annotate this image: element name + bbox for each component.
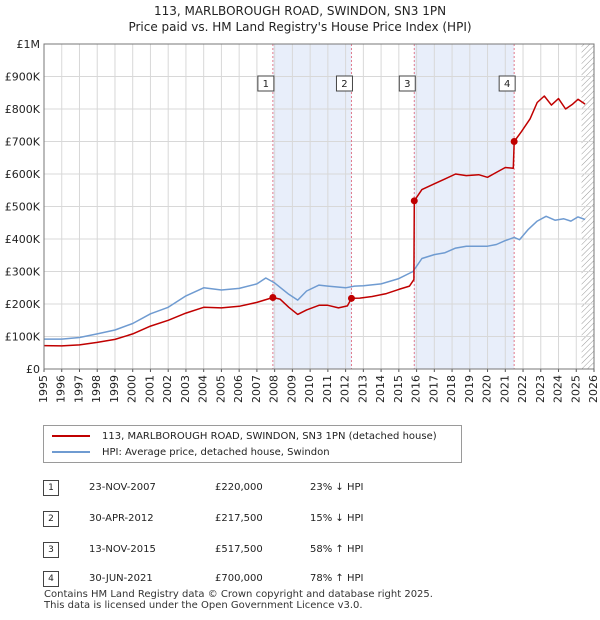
x-tick-label: 1999 (108, 375, 121, 403)
x-tick-label: 2017 (427, 375, 440, 403)
transaction-date: 13-NOV-2015 (89, 544, 156, 555)
annotation-label: 3 (404, 79, 410, 90)
transaction-date: 30-APR-2012 (89, 513, 154, 524)
x-tick-label: 1995 (37, 375, 50, 403)
sale-marker (347, 294, 355, 302)
legend-item-hpi: HPI: Average price, detached house, Swin… (52, 445, 330, 459)
annotation-label: 4 (504, 79, 510, 90)
series-line (43, 95, 586, 347)
x-tick-label: 2002 (161, 375, 174, 403)
x-tick-label: 1997 (72, 375, 85, 403)
x-tick-label: 1996 (55, 375, 68, 403)
y-tick-label: £900K (5, 71, 41, 84)
sale-marker (269, 294, 277, 301)
x-tick-label: 1998 (90, 375, 103, 403)
y-tick-label: £200K (5, 298, 41, 311)
plot-border (43, 43, 595, 370)
transaction-hpi: 78% ↑ HPI (310, 573, 364, 584)
x-tick-label: 2000 (126, 375, 139, 403)
chart-title: 113, MARLBOROUGH ROAD, SWINDON, SN3 1PN (153, 4, 447, 18)
transaction-row: 1 23-NOV-2007 £220,000 23% ↓ HPI (43, 476, 583, 498)
y-tick-label: £800K (5, 103, 41, 116)
y-tick-label: £600K (5, 168, 41, 181)
x-tick-label: 2012 (339, 375, 352, 403)
x-tick-label: 2014 (374, 375, 387, 403)
transaction-number: 1 (43, 480, 59, 496)
y-tick-label: £0 (26, 363, 40, 376)
transaction-hpi: 15% ↓ HPI (310, 513, 364, 524)
y-tick-label: £300K (5, 266, 41, 279)
x-tick-label: 2016 (410, 375, 423, 403)
x-tick-label: 2021 (498, 375, 511, 403)
y-tick-label: £700K (5, 136, 41, 149)
legend: 113, MARLBOROUGH ROAD, SWINDON, SN3 1PN … (43, 425, 462, 463)
legend-item-property: 113, MARLBOROUGH ROAD, SWINDON, SN3 1PN … (52, 429, 437, 443)
transaction-hpi: 58% ↑ HPI (310, 544, 364, 555)
sale-marker (510, 138, 518, 145)
x-tick-label: 2008 (268, 375, 281, 403)
legend-label-hpi: HPI: Average price, detached house, Swin… (102, 446, 330, 458)
legend-swatch-hpi (52, 451, 90, 453)
x-tick-label: 2018 (445, 375, 458, 403)
transaction-price: £517,500 (215, 544, 263, 555)
x-tick-label: 2001 (143, 375, 156, 403)
annotation-box (335, 75, 353, 92)
series-line (44, 215, 586, 340)
transaction-row: 3 13-NOV-2015 £517,500 58% ↑ HPI (43, 538, 583, 560)
transaction-row: 4 30-JUN-2021 £700,000 78% ↑ HPI (43, 567, 583, 589)
y-tick-label: £1M (17, 38, 41, 51)
x-tick-label: 2003 (179, 375, 192, 403)
footer-line-copyright: Contains HM Land Registry data © Crown c… (44, 589, 433, 600)
x-tick-label: 2026 (587, 375, 600, 403)
x-tick-label: 2013 (356, 375, 369, 403)
x-tick-label: 2019 (463, 375, 476, 403)
y-tick-label: £500K (5, 201, 41, 214)
x-tick-label: 2022 (516, 375, 529, 403)
y-tick-label: £100K (5, 331, 41, 344)
x-tick-label: 2009 (285, 375, 298, 403)
sale-marker (410, 197, 418, 205)
x-tick-label: 2024 (552, 375, 565, 403)
annotation-label: 2 (341, 79, 347, 90)
transaction-price: £700,000 (215, 573, 263, 584)
transaction-number: 2 (43, 511, 59, 527)
legend-label-property: 113, MARLBOROUGH ROAD, SWINDON, SN3 1PN … (102, 430, 437, 442)
x-tick-label: 2020 (481, 375, 494, 403)
annotation-box (257, 75, 275, 92)
transaction-date: 30-JUN-2021 (89, 573, 153, 584)
transaction-number: 3 (43, 542, 59, 558)
x-tick-label: 2025 (569, 375, 582, 403)
transaction-number: 4 (43, 571, 59, 587)
annotation-box (398, 75, 416, 92)
legend-swatch-property (52, 435, 90, 437)
chart-subtitle: Price paid vs. HM Land Registry's House … (128, 20, 472, 34)
annotation-label: 1 (263, 79, 269, 90)
footer-credit: Contains HM Land Registry data © Crown c… (44, 589, 433, 611)
x-tick-label: 2006 (232, 375, 245, 403)
transaction-hpi: 23% ↓ HPI (310, 482, 364, 493)
x-tick-label: 2005 (214, 375, 227, 403)
transaction-row: 2 30-APR-2012 £217,500 15% ↓ HPI (43, 507, 583, 529)
y-tick-label: £400K (5, 233, 41, 246)
price-chart: £0 £100K £200K £300K £400K £500K £600K £700K £80… (5, 38, 600, 403)
transaction-date: 23-NOV-2007 (89, 482, 156, 493)
x-tick-label: 2015 (392, 375, 405, 403)
x-tick-label: 2004 (197, 375, 210, 403)
annotation-box (498, 75, 516, 92)
x-tick-label: 2011 (321, 375, 334, 403)
footer-line-licence: This data is licensed under the Open Gov… (44, 600, 363, 611)
x-tick-label: 2010 (303, 375, 316, 403)
x-tick-label: 2007 (250, 375, 263, 403)
transaction-price: £217,500 (215, 513, 263, 524)
x-tick-label: 2023 (534, 375, 547, 403)
transaction-price: £220,000 (215, 482, 263, 493)
